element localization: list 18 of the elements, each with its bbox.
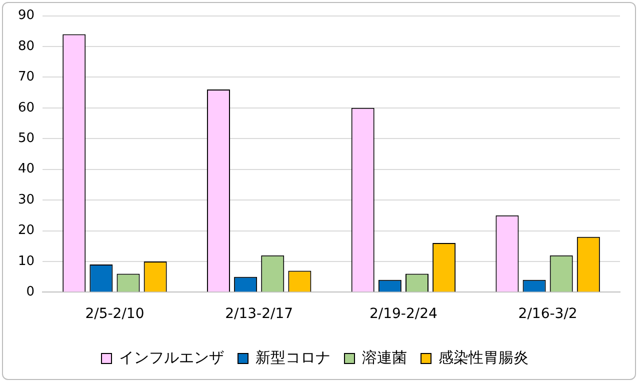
y-tick-label: 50	[18, 131, 35, 146]
y-tick-label: 10	[18, 254, 35, 269]
y-tick-label: 80	[18, 38, 35, 54]
y-tick-label: 0	[26, 284, 35, 300]
x-tick-label: 2/19-2/24	[369, 306, 438, 322]
x-tick-label: 2/5-2/10	[85, 306, 144, 322]
x-tick-label: 2/13-2/17	[225, 306, 294, 322]
y-tick-label: 70	[18, 70, 35, 85]
x-tick-label: 2/16-3/2	[518, 306, 578, 322]
y-tick-label: 20	[18, 223, 35, 238]
y-tick-label: 90	[18, 8, 35, 24]
legend-label: インフルエンザ	[119, 348, 224, 366]
y-tick-label: 60	[18, 100, 35, 116]
legend-label: 新型コロナ	[256, 348, 330, 366]
y-tick-label: 30	[18, 192, 35, 208]
legend-label: 溶連菌	[362, 348, 407, 366]
y-tick-label: 40	[18, 162, 35, 177]
legend-label: 感染性胃腸炎	[438, 348, 528, 366]
